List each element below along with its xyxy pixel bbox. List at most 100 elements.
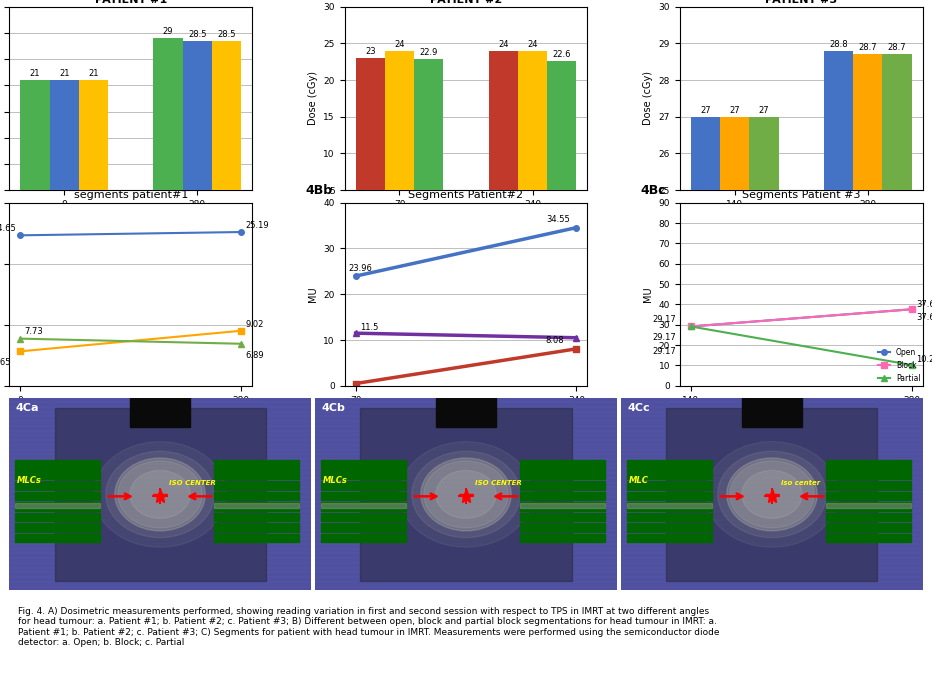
- Bar: [322, 503, 405, 508]
- Legend: First Diode, Second Diode, TPS: First Diode, Second Diode, TPS: [720, 248, 882, 263]
- Bar: [15, 512, 100, 521]
- Text: MLC: MLC: [629, 476, 649, 485]
- X-axis label: Beam Angle: Beam Angle: [436, 410, 496, 420]
- Ellipse shape: [436, 471, 496, 518]
- X-axis label: Beam Angle: Beam Angle: [772, 214, 830, 224]
- Ellipse shape: [742, 471, 802, 518]
- Bar: [322, 512, 405, 521]
- Bar: [488, 51, 518, 226]
- Bar: [15, 481, 100, 490]
- Bar: [749, 117, 778, 684]
- Text: 4Bc: 4Bc: [641, 185, 666, 198]
- Text: 21: 21: [59, 69, 70, 78]
- Bar: [627, 512, 712, 521]
- Bar: [520, 534, 605, 542]
- Bar: [520, 503, 605, 508]
- Bar: [212, 41, 241, 190]
- Text: iso center: iso center: [781, 480, 820, 486]
- Bar: [214, 471, 298, 479]
- Bar: [853, 55, 883, 684]
- Text: 2Ac: 2Ac: [641, 0, 666, 1]
- Bar: [827, 512, 911, 521]
- Text: 34.55: 34.55: [546, 215, 569, 224]
- Bar: [15, 502, 100, 511]
- Bar: [520, 481, 605, 490]
- Text: 9.02: 9.02: [245, 319, 264, 328]
- Text: 11.5: 11.5: [360, 324, 378, 332]
- Text: 27: 27: [759, 105, 769, 114]
- Ellipse shape: [420, 458, 512, 531]
- Ellipse shape: [94, 442, 226, 547]
- Bar: [518, 51, 547, 226]
- Bar: [827, 502, 911, 511]
- Title: Segments Patient#2: Segments Patient#2: [408, 190, 524, 200]
- Bar: [827, 523, 911, 532]
- Bar: [827, 503, 911, 508]
- Y-axis label: MU: MU: [308, 287, 318, 302]
- Bar: [520, 471, 605, 479]
- Text: 5.65: 5.65: [0, 358, 11, 367]
- Bar: [21, 80, 49, 190]
- Text: 29.17: 29.17: [651, 347, 676, 356]
- Bar: [79, 80, 108, 190]
- Title: Segments Patient #3: Segments Patient #3: [742, 190, 860, 200]
- Bar: [520, 502, 605, 511]
- Text: 22.6: 22.6: [553, 50, 571, 59]
- Bar: [627, 523, 712, 532]
- Text: 4Cb: 4Cb: [322, 404, 345, 413]
- Bar: [520, 460, 605, 469]
- Bar: [15, 492, 100, 500]
- Bar: [49, 80, 79, 190]
- Text: 23.96: 23.96: [349, 263, 373, 272]
- Bar: [322, 492, 405, 500]
- Bar: [15, 503, 100, 508]
- Bar: [15, 460, 100, 469]
- Legend: open, bloked, partial: open, bloked, partial: [167, 433, 216, 473]
- Bar: [742, 399, 802, 428]
- Text: 10.24: 10.24: [916, 355, 932, 364]
- Legend: first diode, second diode, TPS: first diode, second diode, TPS: [52, 248, 210, 263]
- Bar: [183, 41, 212, 190]
- Text: 28.5: 28.5: [188, 29, 207, 39]
- Title: PATIENT #1: PATIENT #1: [95, 0, 167, 5]
- Y-axis label: MU: MU: [643, 287, 653, 302]
- Text: MLCs: MLCs: [322, 476, 348, 485]
- Bar: [827, 534, 911, 542]
- Text: 4Cc: 4Cc: [627, 404, 650, 413]
- Bar: [666, 408, 877, 581]
- Bar: [322, 502, 405, 511]
- Bar: [214, 460, 298, 469]
- Text: 7.73: 7.73: [24, 328, 43, 337]
- Ellipse shape: [115, 458, 205, 531]
- Text: 4Ca: 4Ca: [15, 404, 39, 413]
- Bar: [214, 481, 298, 490]
- Bar: [827, 492, 911, 500]
- Bar: [154, 38, 183, 190]
- Text: 21: 21: [89, 69, 99, 78]
- Bar: [214, 492, 298, 500]
- Text: 21: 21: [30, 69, 40, 78]
- Ellipse shape: [412, 451, 520, 538]
- Bar: [627, 534, 712, 542]
- X-axis label: Beam Angle: Beam Angle: [102, 410, 160, 420]
- Text: ISO CENTER: ISO CENTER: [169, 480, 216, 486]
- Text: 24: 24: [394, 40, 404, 49]
- Bar: [322, 471, 405, 479]
- Bar: [322, 481, 405, 490]
- Ellipse shape: [424, 461, 508, 528]
- Bar: [322, 460, 405, 469]
- Text: 4Ab: 4Ab: [306, 0, 333, 1]
- Bar: [55, 408, 266, 581]
- Ellipse shape: [706, 442, 838, 547]
- Bar: [15, 534, 100, 542]
- Bar: [414, 59, 444, 226]
- Title: PATIENT #3: PATIENT #3: [765, 0, 837, 5]
- Bar: [520, 523, 605, 532]
- Text: 23: 23: [365, 47, 376, 56]
- Bar: [356, 58, 385, 226]
- Bar: [883, 55, 911, 684]
- Ellipse shape: [730, 461, 815, 528]
- Bar: [691, 117, 720, 684]
- Bar: [15, 523, 100, 532]
- Ellipse shape: [105, 451, 214, 538]
